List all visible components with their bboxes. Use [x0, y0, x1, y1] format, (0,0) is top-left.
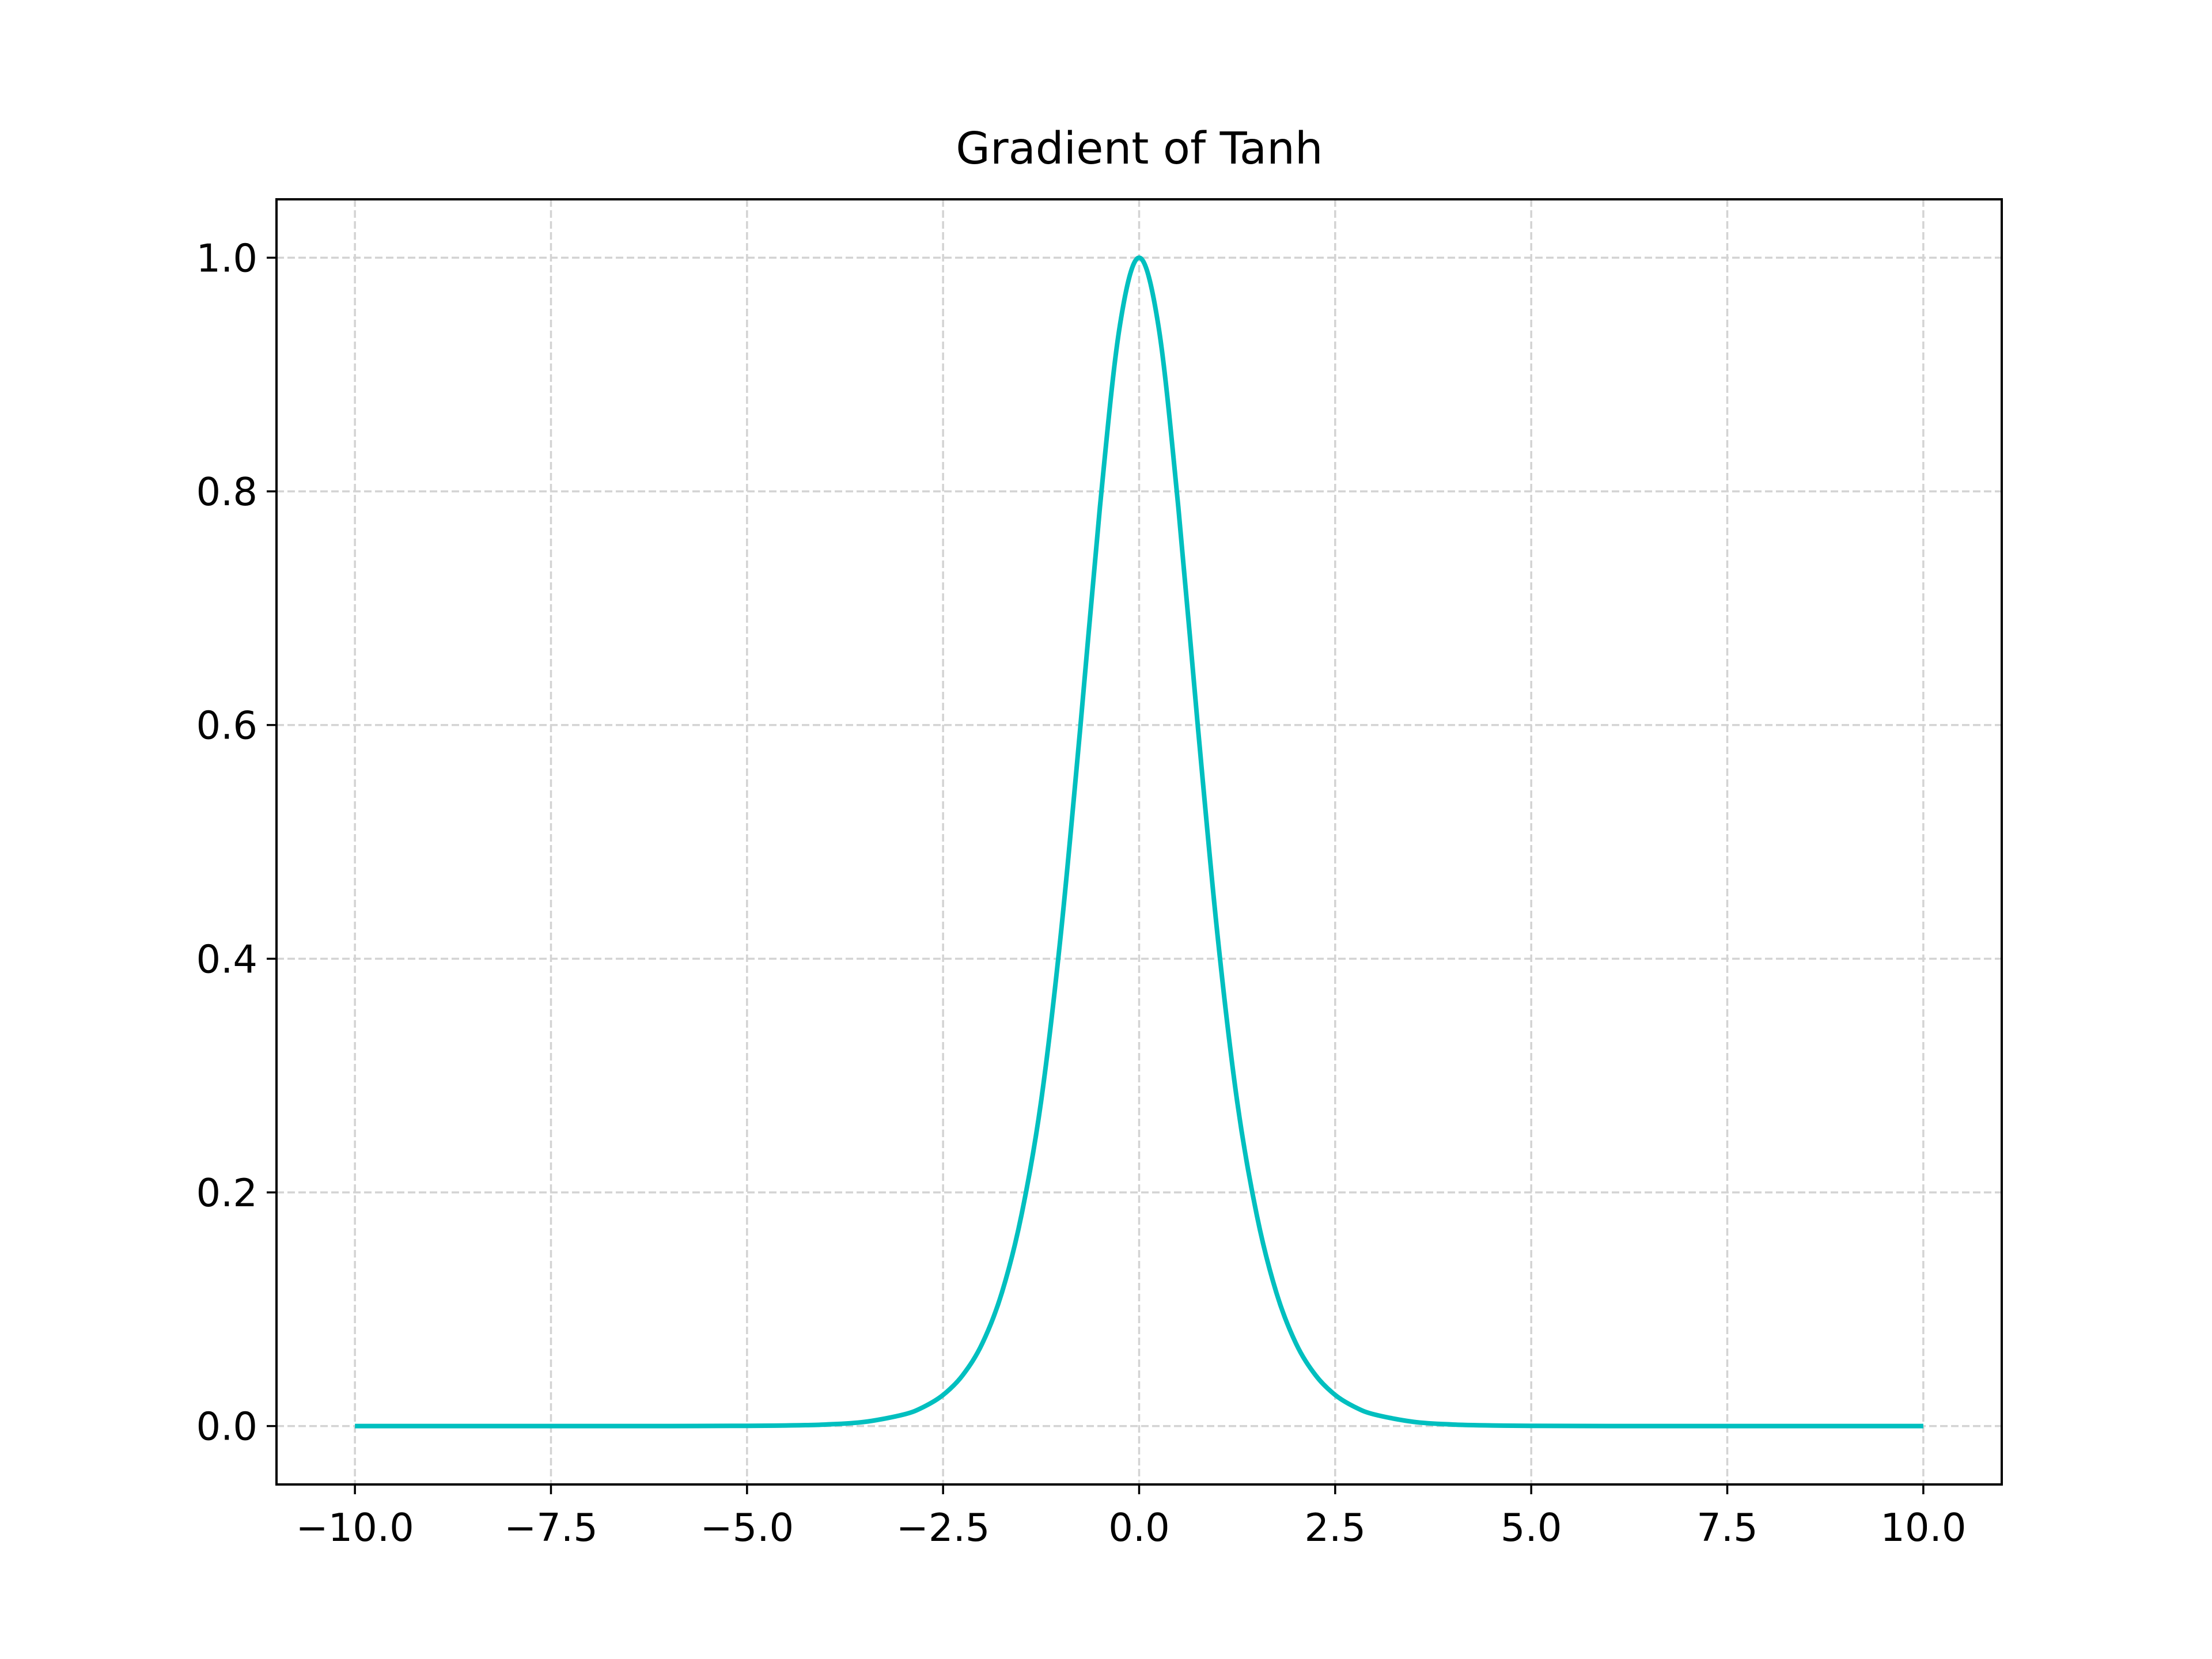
x-tick-label: 5.0: [1501, 1505, 1562, 1550]
x-tick-label: −2.5: [896, 1505, 990, 1550]
x-tick-label: 10.0: [1880, 1505, 1966, 1550]
y-axis-ticks: 0.0 0.2 0.4 0.6 0.8 1.0: [196, 236, 276, 1449]
y-tick-label: 0.4: [196, 937, 257, 982]
grid-lines: [276, 199, 2002, 1484]
y-tick-label: 0.6: [196, 703, 257, 748]
x-tick-label: −5.0: [700, 1505, 794, 1550]
chart-title: Gradient of Tanh: [956, 123, 1323, 175]
series-line: [355, 255, 1923, 1429]
x-tick-label: 2.5: [1305, 1505, 1366, 1550]
x-tick-label: −7.5: [504, 1505, 598, 1550]
y-tick-label: 0.0: [196, 1404, 257, 1449]
x-tick-label: −10.0: [296, 1505, 414, 1550]
series-layer: [355, 255, 1923, 1429]
x-axis-ticks: −10.0 −7.5 −5.0 −2.5 0.0 2.5 5.0 7.5 10.0: [296, 1484, 1966, 1550]
y-tick-label: 0.2: [196, 1171, 257, 1215]
x-tick-label: 0.0: [1108, 1505, 1170, 1550]
y-tick-label: 0.8: [196, 469, 257, 514]
x-tick-label: 7.5: [1696, 1505, 1758, 1550]
y-tick-label: 1.0: [196, 236, 257, 281]
